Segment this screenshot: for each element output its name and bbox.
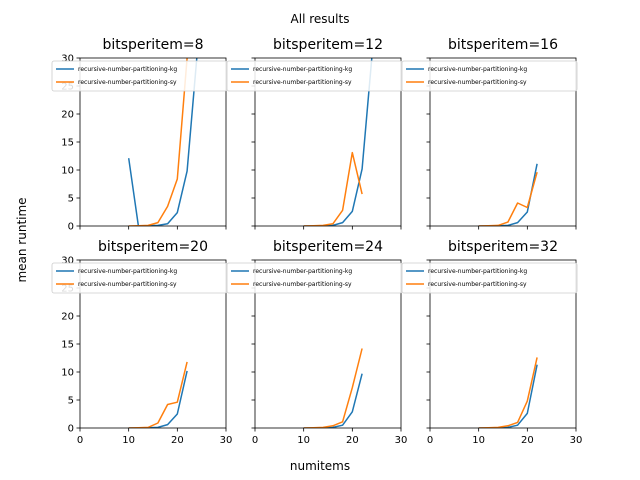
x-tick-label: 10 xyxy=(472,435,485,446)
legend-label: recursive-number-partitioning-kg xyxy=(78,66,177,73)
series-line-sy xyxy=(303,151,363,226)
legend-box xyxy=(401,60,578,92)
legend-label: recursive-number-partitioning-sy xyxy=(253,79,352,86)
subplot-5: bitsperitem=24 0 10 20 30 recursive-number-pa… xyxy=(226,239,408,446)
series-line-sy xyxy=(478,357,538,428)
series-line-sy xyxy=(478,171,538,226)
x-tick-label: 30 xyxy=(220,435,233,446)
x-tick-label: 30 xyxy=(395,435,408,446)
y-tick-label: 30 xyxy=(61,54,74,65)
x-tick-label: 20 xyxy=(521,435,534,446)
legend-label: recursive-number-partitioning-kg xyxy=(253,268,352,275)
y-tick-label: 5 xyxy=(68,194,74,205)
legend: recursive-number-partitioning-kg recursiv… xyxy=(51,60,228,92)
legend: recursive-number-partitioning-kg recursiv… xyxy=(226,262,403,294)
series-line-kg xyxy=(478,364,538,428)
subplot-title: bitsperitem=16 xyxy=(448,37,558,53)
x-tick-label: 20 xyxy=(346,435,359,446)
x-tick-label: 0 xyxy=(77,435,83,446)
subplot-3: bitsperitem=16 recursive-number-partition… xyxy=(401,37,578,230)
x-tick-label: 30 xyxy=(570,435,583,446)
y-tick-label: 20 xyxy=(61,312,74,323)
x-tick-label: 10 xyxy=(297,435,310,446)
series-line-kg xyxy=(128,370,188,428)
series-line-kg xyxy=(303,373,363,428)
legend-label: recursive-number-partitioning-sy xyxy=(253,281,352,288)
figure-title: All results xyxy=(291,12,350,26)
subplot-grid: bitsperitem=8051015202530recursive-numbe… xyxy=(51,37,583,446)
subplot-title: bitsperitem=8 xyxy=(102,37,203,53)
x-tick-label: 10 xyxy=(122,435,135,446)
subplot-title: bitsperitem=32 xyxy=(448,239,558,255)
subplot-title: bitsperitem=12 xyxy=(273,37,383,53)
subplot-1: bitsperitem=8051015202530recursive-numbe… xyxy=(51,37,228,233)
legend-label: recursive-number-partitioning-sy xyxy=(78,79,177,86)
y-tick-label: 0 xyxy=(68,424,74,435)
legend-label: recursive-number-partitioning-kg xyxy=(428,268,527,275)
subplot-4: bitsperitem=200102030051015202530recursi… xyxy=(51,239,233,446)
y-tick-label: 15 xyxy=(61,138,74,149)
y-tick-label: 10 xyxy=(61,368,74,379)
y-tick-label: 30 xyxy=(61,256,74,267)
subplot-2: bitsperitem=12 recursive-number-partition… xyxy=(226,37,403,230)
legend: recursive-number-partitioning-kg recursiv… xyxy=(51,262,228,294)
legend: recursive-number-partitioning-kg recursiv… xyxy=(401,262,578,294)
x-tick-label: 20 xyxy=(171,435,184,446)
series-line-kg xyxy=(478,163,538,226)
legend-label: recursive-number-partitioning-kg xyxy=(428,66,527,73)
y-axis-label: mean runtime xyxy=(15,197,29,282)
x-axis-label: numitems xyxy=(290,459,350,473)
y-tick-label: 0 xyxy=(68,222,74,233)
legend-label: recursive-number-partitioning-kg xyxy=(253,66,352,73)
legend: recursive-number-partitioning-kg recursiv… xyxy=(401,60,578,92)
legend-label: recursive-number-partitioning-sy xyxy=(428,79,527,86)
legend-label: recursive-number-partitioning-kg xyxy=(78,268,177,275)
legend-label: recursive-number-partitioning-sy xyxy=(428,281,527,288)
series-line-sy xyxy=(303,348,363,428)
y-tick-label: 5 xyxy=(68,396,74,407)
series-line-sy xyxy=(128,361,188,428)
y-tick-label: 15 xyxy=(61,340,74,351)
x-tick-label: 0 xyxy=(427,435,433,446)
y-tick-label: 20 xyxy=(61,110,74,121)
legend-label: recursive-number-partitioning-sy xyxy=(78,281,177,288)
legend-box xyxy=(401,262,578,294)
subplot-title: bitsperitem=20 xyxy=(98,239,208,255)
subplot-6: bitsperitem=32 0 10 20 30 recursive-number-pa… xyxy=(401,239,583,446)
x-tick-label: 0 xyxy=(252,435,258,446)
subplot-title: bitsperitem=24 xyxy=(273,239,383,255)
y-tick-label: 10 xyxy=(61,166,74,177)
legend: recursive-number-partitioning-kg recursiv… xyxy=(226,60,403,92)
